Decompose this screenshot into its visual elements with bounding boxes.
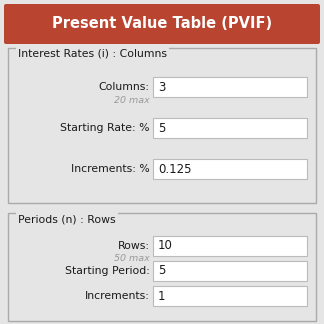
Text: Present Value Table (PVIF): Present Value Table (PVIF): [52, 17, 272, 31]
Text: 0.125: 0.125: [158, 163, 191, 176]
Text: 50 max: 50 max: [114, 254, 150, 263]
FancyBboxPatch shape: [153, 77, 307, 97]
Text: 5: 5: [158, 264, 165, 277]
Text: 20 max: 20 max: [114, 96, 150, 105]
Text: 1: 1: [158, 290, 165, 303]
FancyBboxPatch shape: [4, 4, 320, 44]
Text: Starting Rate: %: Starting Rate: %: [60, 123, 150, 133]
FancyBboxPatch shape: [8, 213, 316, 321]
FancyBboxPatch shape: [8, 48, 316, 203]
FancyBboxPatch shape: [153, 159, 307, 179]
FancyBboxPatch shape: [153, 261, 307, 281]
Text: 10: 10: [158, 239, 173, 252]
Text: Rows:: Rows:: [118, 241, 150, 251]
Text: Columns:: Columns:: [99, 82, 150, 92]
Text: Interest Rates (i) : Columns: Interest Rates (i) : Columns: [18, 49, 167, 59]
FancyBboxPatch shape: [153, 118, 307, 138]
Text: Starting Period:: Starting Period:: [65, 266, 150, 276]
FancyBboxPatch shape: [153, 286, 307, 306]
Text: 3: 3: [158, 81, 165, 94]
FancyBboxPatch shape: [153, 236, 307, 256]
Text: Increments:: Increments:: [85, 291, 150, 301]
Text: Periods (n) : Rows: Periods (n) : Rows: [18, 214, 116, 224]
Text: 5: 5: [158, 122, 165, 135]
Text: Increments: %: Increments: %: [71, 164, 150, 174]
